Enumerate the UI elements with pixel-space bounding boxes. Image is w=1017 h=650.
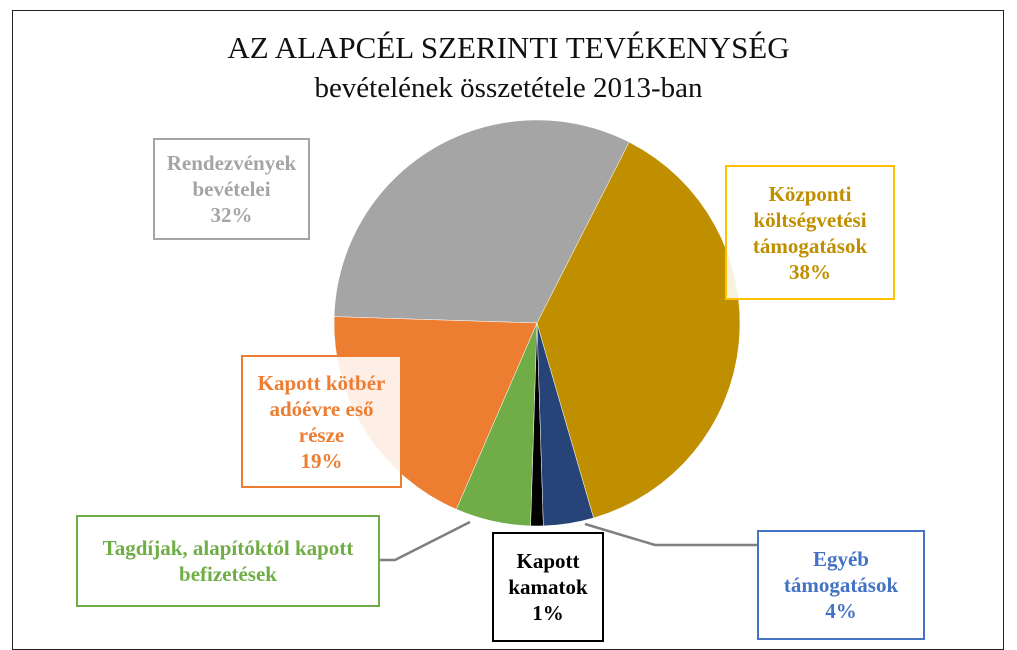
label-name: Rendezvények bevételei [166, 151, 297, 201]
pie-slice [333, 119, 630, 324]
chart-title: AZ ALAPCÉL SZERINTI TEVÉKENYSÉG [227, 30, 790, 65]
label-value: 19% [300, 448, 343, 473]
leader-line [584, 522, 757, 547]
chart-subtitle: bevételének összetétele 2013-ban [314, 72, 703, 104]
label-name: Tagdíjak, alapítóktól kapott befizetések [102, 536, 354, 586]
data-label: Kapott kamatok 1% [492, 532, 604, 642]
data-label: Rendezvények bevételei 32% [153, 138, 310, 240]
label-value: 1% [532, 601, 564, 625]
data-label: Tagdíjak, alapítóktól kapott befizetések [76, 515, 380, 607]
pie-slice [536, 141, 741, 519]
label-value: 32% [210, 203, 253, 227]
label-value: 38% [789, 259, 831, 284]
page: AZ ALAPCÉL SZERINTI TEVÉKENYSÉG bevételé… [12, 10, 1004, 650]
data-label: Központi költségvetési támogatások 38% [725, 165, 895, 300]
label-value: 4% [825, 599, 857, 623]
label-name: Egyéb támogatások [783, 547, 899, 597]
data-label: Kapott kötbér adóévre eső része 19% [241, 355, 402, 488]
label-name: Kapott kamatok [508, 549, 588, 599]
data-label: Egyéb támogatások 4% [757, 530, 925, 640]
label-name: Kapott kötbér adóévre eső része [257, 370, 386, 447]
label-name: Központi költségvetési támogatások [752, 181, 868, 258]
leader-line [380, 520, 471, 562]
